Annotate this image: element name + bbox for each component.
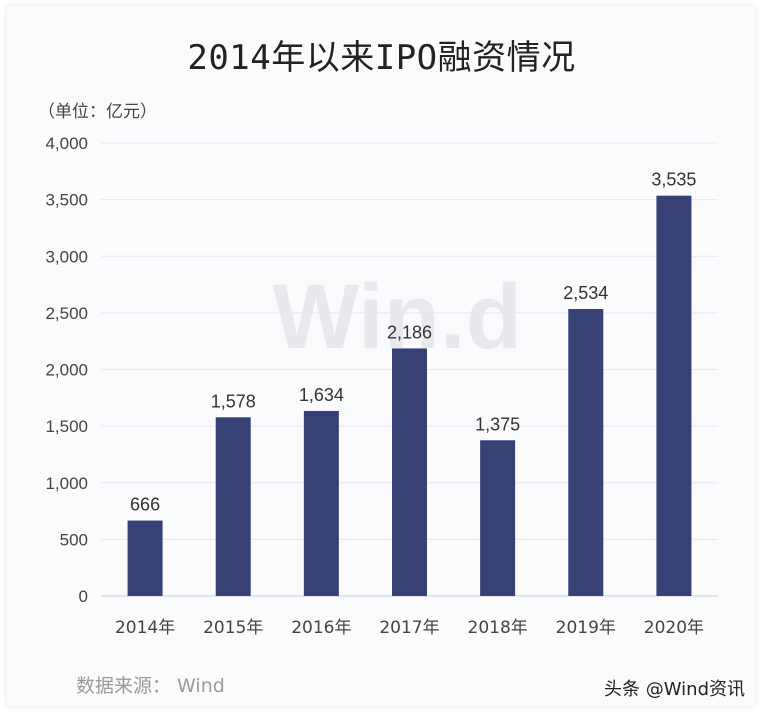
data-label: 2,534 — [563, 283, 608, 303]
y-tick-label: 1,000 — [45, 474, 88, 493]
bar — [568, 309, 604, 596]
x-tick-label: 2020年 — [644, 618, 704, 638]
bar — [656, 195, 692, 596]
unit-label: （单位：亿元） — [38, 102, 157, 122]
data-label: 666 — [130, 495, 160, 515]
platform-credit: 头条 @Wind资讯 — [604, 679, 745, 700]
x-tick-label: 2018年 — [468, 618, 528, 638]
data-label: 1,578 — [211, 391, 256, 411]
x-tick-label: 2017年 — [379, 618, 439, 638]
bar — [303, 410, 339, 596]
data-label: 3,535 — [651, 170, 696, 190]
y-tick-label: 1,500 — [45, 417, 88, 436]
bar — [392, 348, 427, 596]
data-source: 数据来源： Wind — [76, 675, 225, 697]
x-tick-label: 2014年 — [115, 618, 175, 638]
data-label: 1,375 — [475, 414, 520, 434]
y-tick-label: 0 — [79, 587, 88, 606]
x-tick-label: 2016年 — [291, 618, 351, 638]
data-label: 2,186 — [387, 322, 432, 342]
y-tick-label: 3,500 — [45, 191, 88, 210]
y-tick-label: 4,000 — [45, 134, 88, 153]
chart-title: 2014年以来IPO融资情况 — [187, 38, 576, 78]
y-tick-label: 500 — [60, 530, 88, 549]
x-tick-label: 2019年 — [556, 618, 616, 638]
y-tick-label: 2,500 — [45, 304, 88, 323]
y-tick-label: 3,000 — [45, 247, 88, 266]
bar — [215, 417, 251, 596]
bar — [127, 520, 163, 596]
y-tick-label: 2,000 — [45, 361, 88, 380]
data-label: 1,634 — [299, 385, 344, 405]
x-tick-label: 2015年 — [203, 618, 263, 638]
bar — [480, 440, 516, 596]
